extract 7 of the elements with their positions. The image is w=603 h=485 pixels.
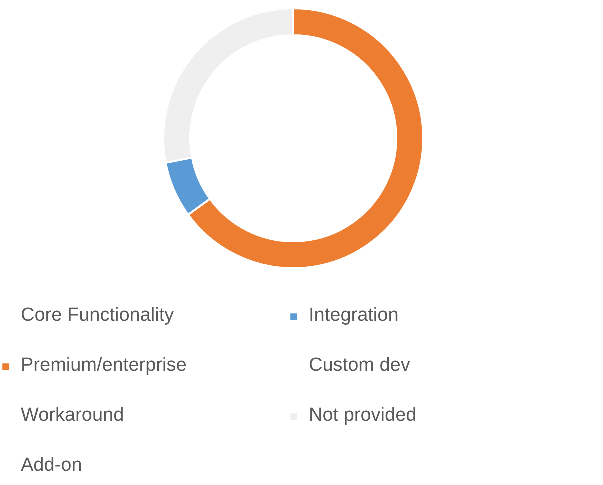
category-label: Workaround [21, 405, 124, 426]
legend-label: Not provided [309, 404, 418, 428]
category-label: Core Functionality [21, 305, 174, 326]
legend-label: Integration [309, 304, 400, 328]
category-label: Add-on [21, 455, 82, 476]
legend-label: Premium/enterprise [21, 354, 188, 378]
category-label: Custom dev [309, 355, 410, 376]
